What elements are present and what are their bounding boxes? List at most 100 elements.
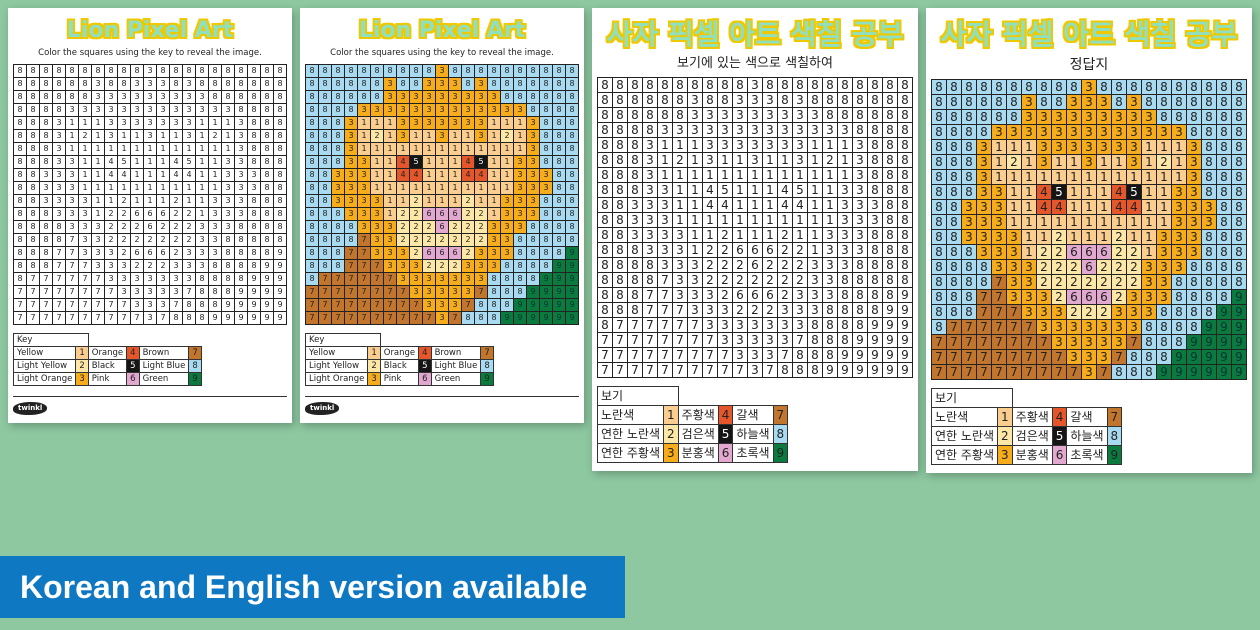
grid-cell: 2 <box>423 234 435 247</box>
grid-cell: 3 <box>397 130 409 143</box>
grid-cell: 1 <box>778 153 792 168</box>
grid-cell: 7 <box>79 299 91 312</box>
grid-cell: 1 <box>748 183 762 198</box>
grid-cell: 7 <box>170 299 182 312</box>
grid-cell: 3 <box>384 78 396 91</box>
grid-cell: 8 <box>248 208 260 221</box>
grid-cell: 8 <box>332 156 344 169</box>
grid-cell: 7 <box>1022 319 1036 334</box>
grid-cell: 3 <box>222 169 234 182</box>
grid-cell: 8 <box>1232 214 1246 229</box>
grid-cell: 3 <box>131 78 143 91</box>
grid-cell: 9 <box>898 333 912 348</box>
grid-cell: 9 <box>898 348 912 363</box>
grid-cell: 8 <box>823 303 837 318</box>
grid-cell: 3 <box>501 221 513 234</box>
grid-cell: 9 <box>883 363 897 378</box>
grid-cell: 8 <box>332 65 344 78</box>
key-color-label: 연한 노란색 <box>930 425 999 446</box>
grid-cell: 9 <box>1202 349 1216 364</box>
grid-cell: 8 <box>40 65 52 78</box>
grid-cell: 8 <box>488 65 500 78</box>
grid-cell: 9 <box>540 312 552 325</box>
grid-cell: 3 <box>183 273 195 286</box>
grid-cell: 8 <box>501 260 513 273</box>
grid-cell: 3 <box>793 93 807 108</box>
grid-cell: 1 <box>157 130 169 143</box>
grid-cell: 1 <box>79 169 91 182</box>
grid-cell: 1 <box>397 143 409 156</box>
grid-cell: 8 <box>27 117 39 130</box>
grid-cell: 8 <box>27 247 39 260</box>
grid-cell: 8 <box>1232 154 1246 169</box>
grid-cell: 8 <box>868 243 882 258</box>
grid-cell: 2 <box>157 260 169 273</box>
grid-cell: 3 <box>105 104 117 117</box>
grid-cell: 8 <box>235 247 247 260</box>
grid-cell: 2 <box>733 273 747 288</box>
grid-cell: 8 <box>27 143 39 156</box>
grid-cell: 3 <box>703 108 717 123</box>
grid-cell: 4 <box>1052 199 1066 214</box>
grid-cell: 3 <box>977 214 991 229</box>
grid-cell: 3 <box>66 104 78 117</box>
grid-cell: 3 <box>157 91 169 104</box>
grid-cell: 4 <box>397 169 409 182</box>
grid-cell: 3 <box>673 123 687 138</box>
key-header: 보기 <box>597 386 679 407</box>
grid-cell: 7 <box>53 299 65 312</box>
grid-cell: 1 <box>384 169 396 182</box>
key-color-swatch: 1 <box>663 405 679 426</box>
grid-cell: 8 <box>613 228 627 243</box>
grid-cell: 8 <box>566 130 578 143</box>
grid-cell: 8 <box>553 247 565 260</box>
grid-cell: 2 <box>462 247 474 260</box>
grid-cell: 8 <box>170 78 182 91</box>
grid-cell: 8 <box>514 65 526 78</box>
grid-cell: 7 <box>1097 364 1111 379</box>
key-color-label: 검은색 <box>677 424 719 445</box>
grid-cell: 9 <box>1217 304 1231 319</box>
grid-cell: 4 <box>778 198 792 213</box>
grid-cell: 3 <box>1142 289 1156 304</box>
grid-cell: 1 <box>658 138 672 153</box>
grid-cell: 8 <box>628 303 642 318</box>
grid-cell: 3 <box>718 138 732 153</box>
grid-cell: 1 <box>118 130 130 143</box>
grid-cell: 1 <box>144 143 156 156</box>
grid-cell: 3 <box>778 333 792 348</box>
grid-cell: 8 <box>823 318 837 333</box>
grid-cell: 7 <box>1022 364 1036 379</box>
grid-cell: 8 <box>1217 259 1231 274</box>
grid-cell: 8 <box>449 65 461 78</box>
grid-cell: 8 <box>613 108 627 123</box>
key-color-swatch: 8 <box>1106 425 1123 446</box>
key-color-label: 연한 주황색 <box>930 444 999 465</box>
grid-cell: 3 <box>748 348 762 363</box>
grid-cell: 9 <box>514 299 526 312</box>
grid-cell: 3 <box>66 169 78 182</box>
grid-cell: 3 <box>235 156 247 169</box>
grid-cell: 3 <box>118 273 130 286</box>
grid-cell: 1 <box>1142 214 1156 229</box>
grid-cell: 3 <box>449 91 461 104</box>
grid-cell: 8 <box>1217 169 1231 184</box>
key-color-swatch: 6 <box>1051 444 1068 465</box>
key-color-swatch: 3 <box>75 372 89 387</box>
grid-cell: 8 <box>1202 244 1216 259</box>
grid-cell: 1 <box>436 182 448 195</box>
grid-cell: 1 <box>992 139 1006 154</box>
grid-cell: 3 <box>733 138 747 153</box>
grid-cell: 2 <box>748 273 762 288</box>
grid-cell: 7 <box>1037 364 1051 379</box>
grid-cell: 8 <box>1172 334 1186 349</box>
grid-cell: 2 <box>423 221 435 234</box>
grid-cell: 8 <box>947 244 961 259</box>
grid-cell: 9 <box>1172 349 1186 364</box>
color-key: 보기 노란색 1 주황색 4 갈색 7 연한 노란색 2 검은색 5 하늘색 8 연한 주황색 3 분홍색 6 초… <box>930 387 1123 465</box>
grid-cell: 3 <box>436 65 448 78</box>
grid-cell: 3 <box>157 117 169 130</box>
grid-cell: 8 <box>1187 304 1201 319</box>
grid-cell: 8 <box>488 286 500 299</box>
